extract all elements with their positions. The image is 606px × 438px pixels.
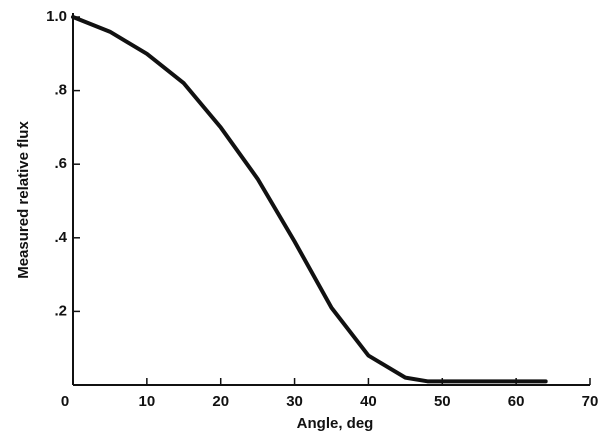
x-axis-label: Angle, deg [297, 415, 374, 432]
x-tick-label: 70 [582, 393, 599, 410]
x-tick-label: 60 [508, 393, 525, 410]
y-tick-label: .4 [54, 229, 67, 246]
x-tick-label: 0 [61, 393, 69, 410]
x-tick-label: 10 [139, 393, 156, 410]
y-tick-label: .2 [54, 302, 67, 319]
x-tick-label: 20 [212, 393, 229, 410]
y-tick-label: .8 [54, 82, 67, 99]
x-tick-label: 30 [286, 393, 303, 410]
x-tick-label: 50 [434, 393, 451, 410]
y-tick-label: .6 [54, 155, 67, 172]
data-line [71, 15, 548, 384]
y-tick-label: 1.0 [46, 8, 67, 25]
x-tick-label: 40 [360, 393, 377, 410]
y-axis-label: Measured relative flux [15, 121, 32, 279]
